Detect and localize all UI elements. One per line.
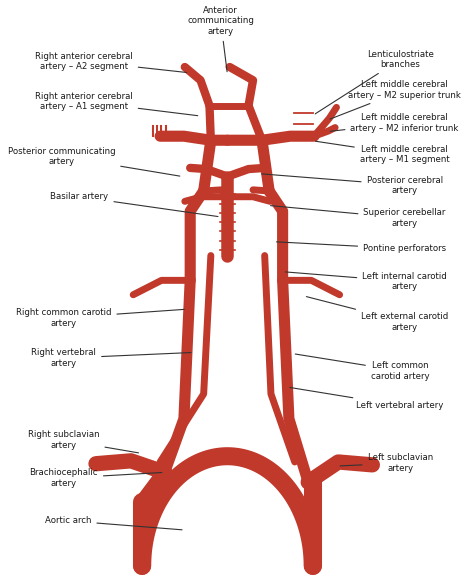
Text: Posterior cerebral
artery: Posterior cerebral artery: [262, 174, 443, 195]
Text: Left common
carotid artery: Left common carotid artery: [295, 354, 429, 380]
Text: Right common carotid
artery: Right common carotid artery: [16, 308, 184, 328]
Text: Superior cerebellar
artery: Superior cerebellar artery: [271, 206, 446, 228]
Text: Anterior
communicating
artery: Anterior communicating artery: [187, 6, 254, 72]
Text: Left middle cerebral
artery – M2 inferior trunk: Left middle cerebral artery – M2 inferio…: [330, 113, 459, 132]
Text: Left external carotid
artery: Left external carotid artery: [306, 297, 448, 332]
Text: Aortic arch: Aortic arch: [45, 516, 182, 530]
Text: Left vertebral artery: Left vertebral artery: [290, 387, 444, 410]
Text: Pontine perforators: Pontine perforators: [276, 242, 446, 253]
Text: Posterior communicating
artery: Posterior communicating artery: [8, 147, 180, 176]
Text: Left middle cerebral
artery – M2 superior trunk: Left middle cerebral artery – M2 superio…: [330, 80, 461, 119]
Text: Left subclavian
artery: Left subclavian artery: [340, 453, 433, 473]
Text: Right subclavian
artery: Right subclavian artery: [28, 431, 138, 453]
Text: Brachiocephalic
artery: Brachiocephalic artery: [29, 468, 162, 488]
Text: Left internal carotid
artery: Left internal carotid artery: [285, 272, 447, 291]
Text: Left middle cerebral
artery – M1 segment: Left middle cerebral artery – M1 segment: [315, 141, 449, 164]
Text: Right vertebral
artery: Right vertebral artery: [31, 349, 191, 368]
Text: Lenticulostriate
branches: Lenticulostriate branches: [314, 50, 434, 114]
Text: Right anterior cerebral
artery – A1 segment: Right anterior cerebral artery – A1 segm…: [35, 92, 198, 116]
Text: Basilar artery: Basilar artery: [50, 192, 218, 217]
Text: Right anterior cerebral
artery – A2 segment: Right anterior cerebral artery – A2 segm…: [35, 51, 187, 72]
